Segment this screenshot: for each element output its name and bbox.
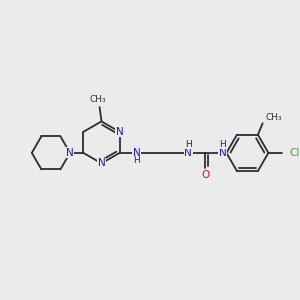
Text: N: N <box>66 148 74 158</box>
Text: N: N <box>184 148 192 158</box>
Text: CH₃: CH₃ <box>266 113 282 122</box>
Text: N: N <box>116 127 124 137</box>
Text: N: N <box>219 148 226 158</box>
Text: CH₃: CH₃ <box>89 95 106 104</box>
Text: O: O <box>201 170 210 180</box>
Text: N: N <box>133 148 141 158</box>
Text: H: H <box>185 140 192 149</box>
Text: H: H <box>134 156 140 165</box>
Text: N: N <box>98 158 105 168</box>
Text: Cl: Cl <box>290 148 300 158</box>
Text: H: H <box>219 140 226 149</box>
